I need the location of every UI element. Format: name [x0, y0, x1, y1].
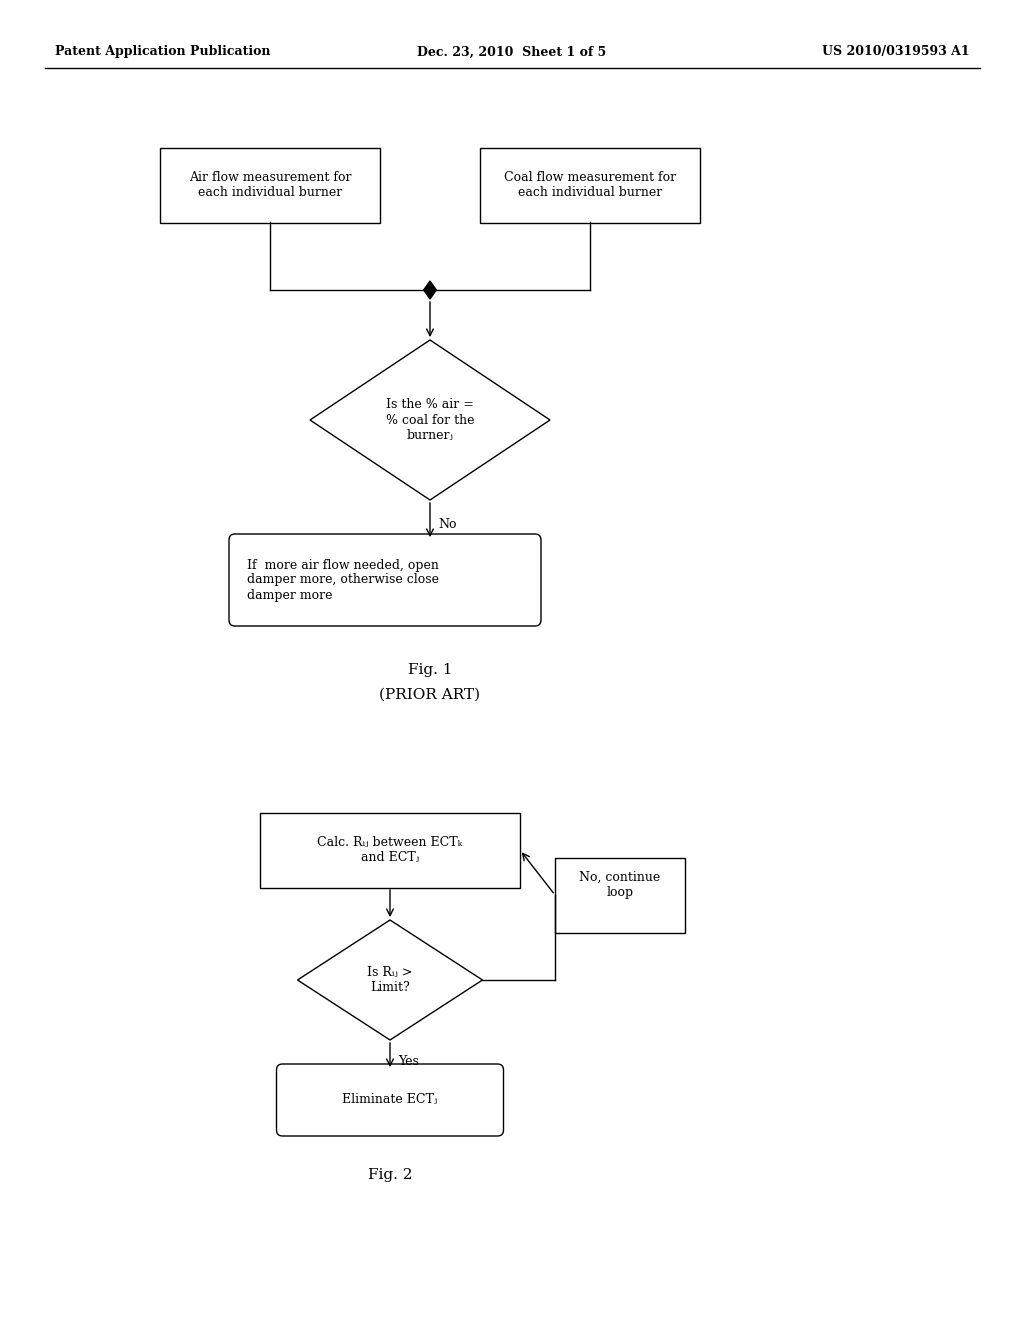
Bar [160, 148, 380, 223]
Bar [480, 148, 700, 223]
FancyBboxPatch shape [276, 1064, 504, 1137]
Bar [555, 858, 685, 932]
Text: Patent Application Publication: Patent Application Publication [55, 45, 270, 58]
Text: Yes: Yes [398, 1055, 419, 1068]
Polygon shape [310, 341, 550, 500]
Text: No: No [438, 517, 457, 531]
Text: (PRIOR ART): (PRIOR ART) [380, 688, 480, 702]
Text: Fig. 1: Fig. 1 [408, 663, 453, 677]
Text: Calc. Rᵢⱼ between ECTₖ
and ECTⱼ: Calc. Rᵢⱼ between ECTₖ and ECTⱼ [317, 836, 463, 865]
Text: No, continue
loop: No, continue loop [580, 871, 660, 899]
Text: Dec. 23, 2010  Sheet 1 of 5: Dec. 23, 2010 Sheet 1 of 5 [418, 45, 606, 58]
Polygon shape [424, 281, 436, 300]
Polygon shape [298, 920, 482, 1040]
Text: Coal flow measurement for
each individual burner: Coal flow measurement for each individua… [504, 172, 676, 199]
Text: Is Rᵢⱼ >
Limit?: Is Rᵢⱼ > Limit? [368, 966, 413, 994]
Text: Eliminate ECTⱼ: Eliminate ECTⱼ [342, 1093, 437, 1106]
Text: US 2010/0319593 A1: US 2010/0319593 A1 [822, 45, 970, 58]
Text: Is the % air =
% coal for the
burnerⱼ: Is the % air = % coal for the burnerⱼ [386, 399, 474, 441]
Bar [260, 813, 520, 887]
Text: If  more air flow needed, open
damper more, otherwise close
damper more: If more air flow needed, open damper mor… [247, 558, 439, 602]
Text: Fig. 2: Fig. 2 [368, 1168, 413, 1181]
FancyBboxPatch shape [229, 535, 541, 626]
Text: Air flow measurement for
each individual burner: Air flow measurement for each individual… [188, 172, 351, 199]
